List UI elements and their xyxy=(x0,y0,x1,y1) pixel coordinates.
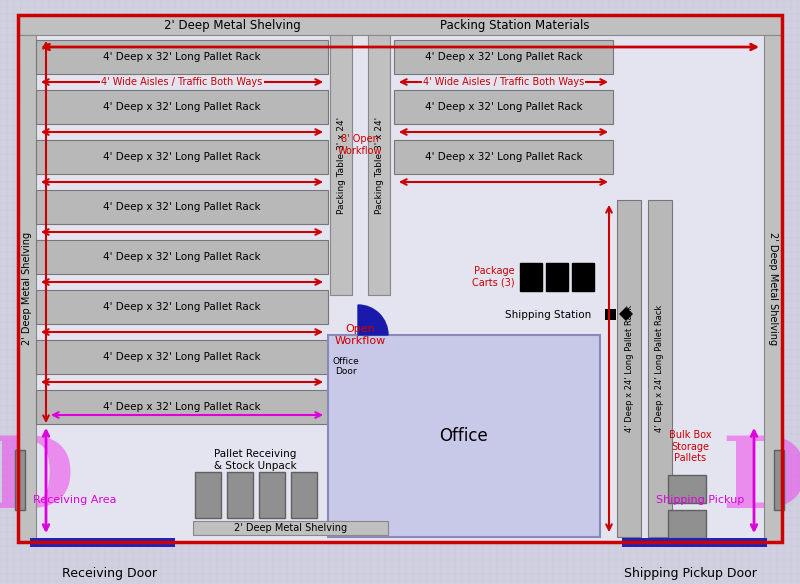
Bar xyxy=(195,472,221,518)
Text: 4' Deep x 32' Long Pallet Rack: 4' Deep x 32' Long Pallet Rack xyxy=(103,302,261,312)
Text: D: D xyxy=(722,432,800,529)
Bar xyxy=(15,450,25,510)
Bar xyxy=(394,90,613,124)
Text: 4' Deep x 32' Long Pallet Rack: 4' Deep x 32' Long Pallet Rack xyxy=(103,202,261,212)
Wedge shape xyxy=(358,305,388,335)
Text: D: D xyxy=(0,432,74,529)
Bar xyxy=(36,240,328,274)
Text: 4' Deep x 32' Long Pallet Rack: 4' Deep x 32' Long Pallet Rack xyxy=(425,52,582,62)
Text: 4' Deep x 32' Long Pallet Rack: 4' Deep x 32' Long Pallet Rack xyxy=(103,352,261,362)
Text: Receiving Door: Receiving Door xyxy=(62,568,158,580)
Bar xyxy=(394,140,613,174)
Text: 4' Deep x 32' Long Pallet Rack: 4' Deep x 32' Long Pallet Rack xyxy=(103,252,261,262)
Bar xyxy=(368,35,390,295)
Text: Office: Office xyxy=(440,427,488,445)
Text: Packing Table 3' x 24': Packing Table 3' x 24' xyxy=(374,116,383,214)
Bar xyxy=(193,521,388,535)
Bar xyxy=(668,475,706,503)
Bar xyxy=(520,263,542,291)
Bar xyxy=(622,538,767,547)
Bar xyxy=(30,538,175,547)
Bar xyxy=(18,35,36,542)
Text: Shipping Pickup Door: Shipping Pickup Door xyxy=(623,568,757,580)
Bar xyxy=(36,390,328,424)
Text: 4' Wide Aisles / Traffic Both Ways: 4' Wide Aisles / Traffic Both Ways xyxy=(102,77,262,87)
Text: 2' Deep Metal Shelving: 2' Deep Metal Shelving xyxy=(163,19,300,32)
Text: 4' Deep x 32' Long Pallet Rack: 4' Deep x 32' Long Pallet Rack xyxy=(103,102,261,112)
Bar xyxy=(36,190,328,224)
Text: 4' Deep x 32' Long Pallet Rack: 4' Deep x 32' Long Pallet Rack xyxy=(103,52,261,62)
Text: 2' Deep Metal Shelving: 2' Deep Metal Shelving xyxy=(22,232,32,345)
Text: Open
Workflow: Open Workflow xyxy=(334,324,386,346)
Text: 4' Deep x 32' Long Pallet Rack: 4' Deep x 32' Long Pallet Rack xyxy=(103,152,261,162)
Text: 4' Deep x 32' Long Pallet Rack: 4' Deep x 32' Long Pallet Rack xyxy=(103,402,261,412)
Text: Bulk Box
Storage
Pallets: Bulk Box Storage Pallets xyxy=(669,430,711,463)
Bar xyxy=(291,472,317,518)
Text: Office
Door: Office Door xyxy=(333,357,359,377)
Bar xyxy=(227,472,253,518)
Bar xyxy=(774,450,784,510)
Text: Shipping Station: Shipping Station xyxy=(505,310,591,320)
Bar xyxy=(572,263,594,291)
Bar xyxy=(330,35,352,295)
Bar xyxy=(668,510,706,538)
Text: 2' Deep Metal Shelving: 2' Deep Metal Shelving xyxy=(768,232,778,345)
Bar xyxy=(605,309,616,320)
Bar xyxy=(36,40,328,74)
Bar xyxy=(36,340,328,374)
Bar xyxy=(617,200,641,537)
Bar xyxy=(328,335,600,537)
Bar xyxy=(546,263,568,291)
Text: 2' Deep Metal Shelving: 2' Deep Metal Shelving xyxy=(234,523,347,533)
Bar xyxy=(764,35,782,542)
Text: Package
Carts (3): Package Carts (3) xyxy=(472,266,515,288)
Text: Receiving Area: Receiving Area xyxy=(34,495,117,505)
Text: Packing Table 3' x 24': Packing Table 3' x 24' xyxy=(337,116,346,214)
Text: 8' Open
Workflow: 8' Open Workflow xyxy=(338,134,382,156)
Bar xyxy=(259,472,285,518)
Text: 4' Deep x 32' Long Pallet Rack: 4' Deep x 32' Long Pallet Rack xyxy=(425,152,582,162)
Text: Shipping Pickup: Shipping Pickup xyxy=(656,495,744,505)
Polygon shape xyxy=(619,307,633,321)
Bar xyxy=(648,200,672,537)
Bar xyxy=(18,15,782,35)
Bar xyxy=(36,290,328,324)
Text: 4' Deep x 24' Long Pallet Rack: 4' Deep x 24' Long Pallet Rack xyxy=(655,305,665,432)
Bar xyxy=(36,140,328,174)
Bar xyxy=(394,40,613,74)
Text: Pallet Receiving
& Stock Unpack: Pallet Receiving & Stock Unpack xyxy=(214,449,296,471)
Text: 4' Deep x 24' Long Pallet Rack: 4' Deep x 24' Long Pallet Rack xyxy=(625,305,634,432)
Text: 4' Deep x 32' Long Pallet Rack: 4' Deep x 32' Long Pallet Rack xyxy=(425,102,582,112)
Bar xyxy=(36,90,328,124)
Text: Packing Station Materials: Packing Station Materials xyxy=(440,19,590,32)
Text: 4' Wide Aisles / Traffic Both Ways: 4' Wide Aisles / Traffic Both Ways xyxy=(423,77,584,87)
